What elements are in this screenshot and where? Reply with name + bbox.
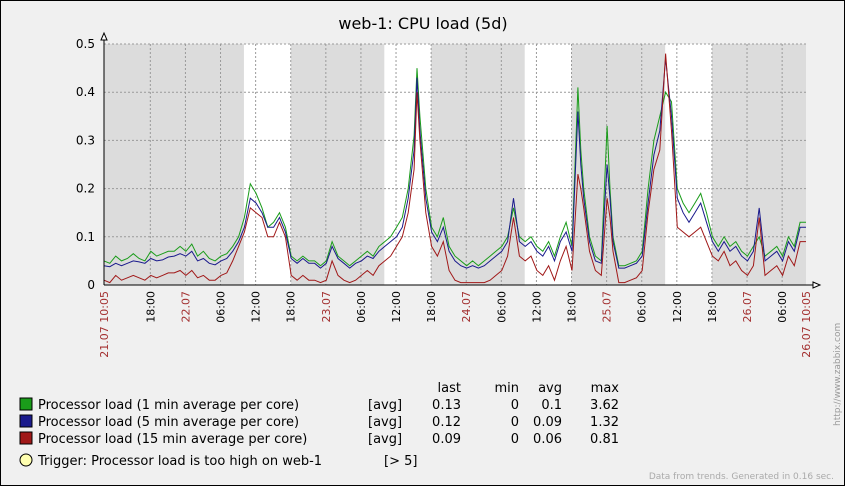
legend-stat: 0.13 [432, 398, 461, 413]
x-tick-label: 21.07 10:05 [98, 291, 111, 358]
x-tick-label: 18:00 [144, 291, 157, 323]
x-tick-label: 12:00 [390, 291, 403, 323]
work-hours-band [665, 44, 712, 285]
x-tick-label: 06:00 [355, 291, 368, 323]
x-tick-label: 18:00 [566, 291, 579, 323]
series-line-1 [103, 68, 806, 267]
x-tick-label: 24.07 [460, 291, 473, 323]
x-tick-label: 18:00 [425, 291, 438, 323]
legend-stat: 3.62 [590, 398, 619, 413]
x-tick-label: 06:00 [495, 291, 508, 323]
x-tick-label: 25.07 [601, 291, 614, 323]
legend-stat: 0.12 [432, 415, 461, 430]
graph-title: web-1: CPU load (5d) [338, 14, 507, 33]
y-tick-label: 0.5 [76, 37, 95, 51]
x-tick-label: 26.07 [741, 291, 754, 323]
x-tick-label: 22.07 [179, 291, 192, 323]
work-hours-band [524, 44, 572, 285]
series-line-2 [103, 58, 806, 269]
trigger-icon [19, 453, 33, 467]
series-line-3 [103, 53, 806, 284]
legend-stat: 0 [511, 415, 519, 430]
trigger-label: Trigger: Processor load is too high on w… [37, 454, 322, 469]
y-tick-label: 0 [87, 278, 95, 292]
legend-stat: 0.1 [541, 398, 562, 413]
x-tick-label: 26.07 10:05 [800, 291, 813, 358]
x-tick-label: 06:00 [636, 291, 649, 323]
legend-header: avg [538, 381, 562, 396]
legend-stat: 0 [511, 432, 519, 447]
x-tick-label: 06:00 [215, 291, 228, 323]
legend-func: [avg] [368, 432, 402, 447]
legend-func: [avg] [368, 415, 402, 430]
legend-series-name: Processor load (5 min average per core) [38, 415, 299, 430]
x-tick-label: 12:00 [530, 291, 543, 323]
x-tick-label: 23.07 [320, 291, 333, 323]
legend-stat: 0.81 [590, 432, 619, 447]
legend-series-name: Processor load (15 min average per core) [38, 432, 307, 447]
legend-stat: 0.09 [432, 432, 461, 447]
y-tick-label: 0.4 [76, 85, 95, 99]
trigger-condition: [> 5] [384, 454, 417, 469]
x-axis-arrow [812, 281, 822, 289]
x-tick-label: 12:00 [671, 291, 684, 323]
x-tick-label: 18:00 [285, 291, 298, 323]
legend-header: max [591, 381, 620, 396]
legend-swatch [19, 431, 33, 445]
footer-credit: Data from trends. Generated in 0.16 sec. [649, 472, 834, 482]
legend-stat: 0 [511, 398, 519, 413]
work-hours-band [243, 44, 291, 285]
legend-stat: 0.09 [533, 415, 562, 430]
x-tick-label: 18:00 [706, 291, 719, 323]
watermark: http://www.zabbix.com [833, 323, 843, 426]
x-tick-label: 12:00 [250, 291, 263, 323]
y-tick-label: 0.1 [76, 230, 95, 244]
y-axis-arrow [100, 31, 108, 41]
legend-header: min [494, 381, 519, 396]
y-tick-label: 0.2 [76, 182, 95, 196]
legend-swatch [19, 397, 33, 411]
legend-series-name: Processor load (1 min average per core) [38, 398, 299, 413]
legend-func: [avg] [368, 398, 402, 413]
legend-swatch [19, 414, 33, 428]
y-tick-label: 0.3 [76, 133, 95, 147]
legend-stat: 1.32 [590, 415, 619, 430]
legend-header: last [438, 381, 461, 396]
legend-stat: 0.06 [533, 432, 562, 447]
x-tick-label: 06:00 [776, 291, 789, 323]
